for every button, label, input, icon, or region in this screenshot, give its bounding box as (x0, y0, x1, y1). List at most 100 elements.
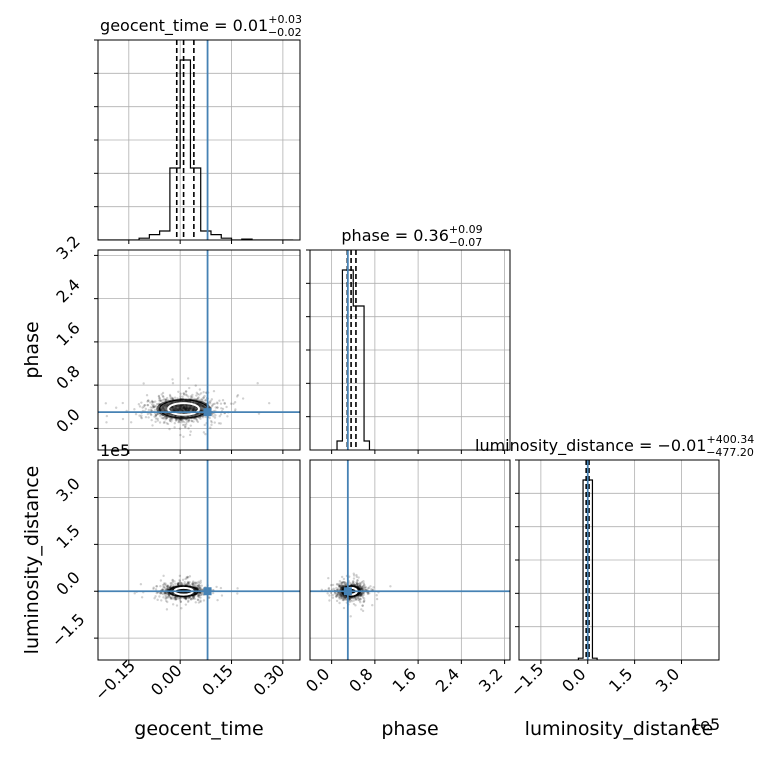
scatter-point (186, 600, 190, 604)
scatter-point (360, 593, 363, 596)
scatter-point (212, 389, 216, 393)
scatter-point (358, 585, 362, 588)
scatter-point (356, 596, 360, 600)
scatter-point (362, 585, 365, 588)
title-plus: +0.03 (268, 13, 302, 26)
scatter-point (154, 417, 158, 420)
scatter-point (154, 400, 157, 403)
scatter-point (184, 393, 188, 396)
scatter-point (214, 406, 217, 409)
scatter-point (166, 584, 170, 588)
scatter-point (335, 594, 339, 598)
scatter-point (185, 419, 188, 422)
scatter-point (141, 406, 144, 409)
scatter-point (209, 402, 212, 405)
scatter-point (235, 395, 239, 398)
tick-label-y: 3.2 (52, 232, 83, 263)
scatter-point (332, 587, 336, 591)
scatter-point (187, 419, 190, 423)
scatter-point (191, 581, 195, 584)
scatter-point (370, 588, 373, 591)
scatter-point (362, 593, 365, 597)
scatter-point (199, 599, 202, 602)
scatter-point (210, 398, 214, 401)
scatter-point (196, 420, 200, 424)
scatter-point (188, 433, 192, 437)
scatter-point (232, 402, 235, 405)
tick-label-x: 2.4 (432, 664, 463, 695)
scatter-point (188, 575, 192, 578)
scatter-point (155, 585, 158, 588)
scatter-point (184, 425, 187, 429)
scatter-point (336, 583, 339, 586)
scatter-point (140, 414, 143, 417)
scatter-point (140, 401, 143, 404)
scatter-point (171, 396, 174, 400)
scatter-point (221, 398, 225, 402)
scatter-point (338, 597, 341, 600)
axis-label-x-phase: phase (381, 718, 438, 740)
title-plus: +400.34 (706, 433, 754, 446)
scatter-point (198, 586, 202, 589)
scatter-point (369, 585, 372, 588)
scatter-point (159, 399, 163, 402)
scatter-point (340, 585, 343, 589)
scatter-point (338, 593, 342, 596)
scatter-point (197, 593, 201, 596)
scatter-point (162, 596, 165, 599)
scatter-point (151, 400, 154, 404)
scatter-point (339, 594, 343, 597)
scatter-point (197, 580, 201, 584)
scatter-point (342, 599, 345, 602)
scatter-point (184, 425, 187, 428)
scatter-point (191, 582, 194, 585)
scatter-point (226, 415, 229, 418)
scatter-point (147, 399, 150, 402)
scatter-point (344, 596, 348, 600)
scatter-point (198, 587, 202, 590)
scatter-point (342, 580, 345, 584)
scatter-point (177, 419, 181, 422)
scatter-point (339, 582, 343, 585)
scatter-point (338, 579, 342, 583)
scatter-point (158, 421, 162, 424)
scatter-point (327, 586, 331, 590)
scatter-point (208, 416, 211, 420)
scatter-point (190, 419, 193, 422)
scatter-point (341, 584, 344, 588)
scatter-point (372, 586, 375, 589)
scatter-point (339, 584, 342, 588)
scatter-point (174, 597, 177, 600)
scatter-point (197, 586, 201, 589)
scatter-point (200, 588, 203, 591)
title-minus: −0.02 (268, 26, 302, 39)
scatter-point (104, 402, 108, 405)
scatter-point (354, 598, 358, 601)
scatter-point (216, 402, 219, 405)
scatter-point (217, 422, 221, 425)
scatter-point (179, 600, 182, 603)
scatter-point (140, 416, 144, 420)
scatter-point (173, 597, 176, 601)
scatter-point (114, 406, 118, 409)
scatter-point (331, 596, 335, 599)
scatter-point (338, 591, 341, 595)
scatter-point (147, 399, 150, 403)
scatter-point (360, 593, 363, 596)
scatter-point (362, 592, 365, 595)
scatter-point (203, 394, 206, 398)
scatter-point (164, 582, 167, 585)
scatter-point (355, 583, 358, 586)
scatter-point (204, 398, 208, 402)
scatter-point (179, 581, 182, 585)
scatter-point (328, 594, 331, 597)
scatter-point (359, 582, 363, 585)
tick-label-x: 0.0 (302, 664, 333, 695)
scatter-point (362, 580, 365, 583)
tick-label-y: 2.4 (52, 275, 83, 306)
scatter-point (342, 577, 346, 581)
scatter-point (354, 598, 358, 601)
scatter-point (169, 581, 172, 585)
scatter-point (202, 599, 206, 602)
panel-frame (97, 459, 301, 661)
